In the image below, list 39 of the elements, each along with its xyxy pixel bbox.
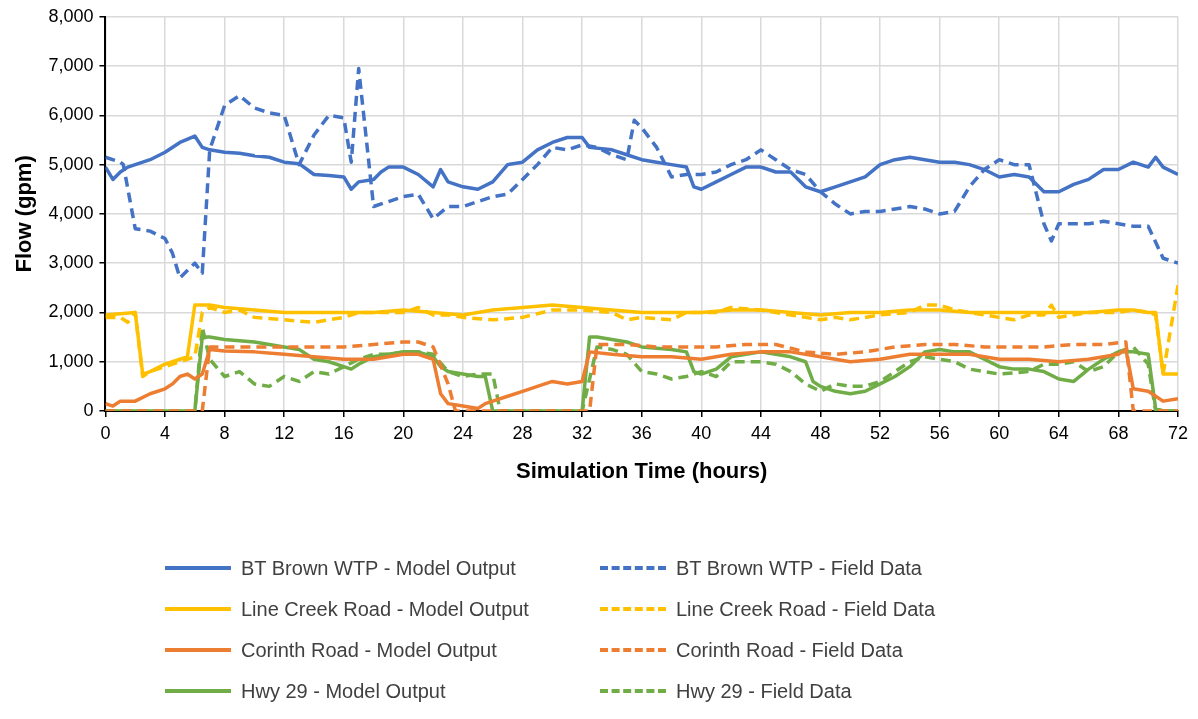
y-tick-label: 8,000 xyxy=(48,5,94,26)
x-tick-label: 40 xyxy=(691,422,712,443)
legend-label: Hwy 29 - Model Output xyxy=(241,679,446,703)
y-tick-label: 0 xyxy=(83,399,94,420)
y-tick-label: 3,000 xyxy=(48,252,94,273)
x-tick-label: 36 xyxy=(631,422,652,443)
line-series xyxy=(105,66,1178,280)
x-tick-label: 60 xyxy=(989,422,1010,443)
x-tick-label: 20 xyxy=(393,422,414,443)
y-axis-title: Flow (gpm) xyxy=(11,155,37,273)
legend-label: BT Brown WTP - Field Data xyxy=(676,556,922,580)
x-tick-label: 32 xyxy=(572,422,593,443)
y-tick-label: 1,000 xyxy=(48,350,94,371)
x-tick-label: 8 xyxy=(219,422,230,443)
x-axis-title: Simulation Time (hours) xyxy=(516,457,768,483)
x-tick-label: 64 xyxy=(1048,422,1069,443)
legend-label: Corinth Road - Model Output xyxy=(241,638,497,662)
legend-label: Line Creek Road - Field Data xyxy=(676,597,936,621)
x-tick-label: 72 xyxy=(1167,422,1189,443)
x-tick-label: 4 xyxy=(160,422,171,443)
x-tick-label: 56 xyxy=(929,422,950,443)
legend-label: Line Creek Road - Model Output xyxy=(241,597,529,621)
y-tick-label: 2,000 xyxy=(48,301,94,322)
x-tick-label: 48 xyxy=(810,422,831,443)
x-tick-label: 28 xyxy=(512,422,533,443)
x-tick-label: 0 xyxy=(100,422,111,443)
x-tick-label: 16 xyxy=(333,422,354,443)
x-tick-label: 44 xyxy=(750,422,771,443)
x-tick-label: 24 xyxy=(452,422,473,443)
x-tick-label: 68 xyxy=(1108,422,1129,443)
y-tick-label: 6,000 xyxy=(48,104,94,125)
legend-label: Hwy 29 - Field Data xyxy=(676,679,852,703)
legend-label: Corinth Road - Field Data xyxy=(676,638,903,662)
legend-label: BT Brown WTP - Model Output xyxy=(241,556,516,580)
y-tick-label: 5,000 xyxy=(48,153,94,174)
y-tick-label: 4,000 xyxy=(48,202,94,223)
x-tick-label: 12 xyxy=(274,422,295,443)
y-tick-label: 7,000 xyxy=(48,55,94,76)
x-tick-label: 52 xyxy=(870,422,891,443)
